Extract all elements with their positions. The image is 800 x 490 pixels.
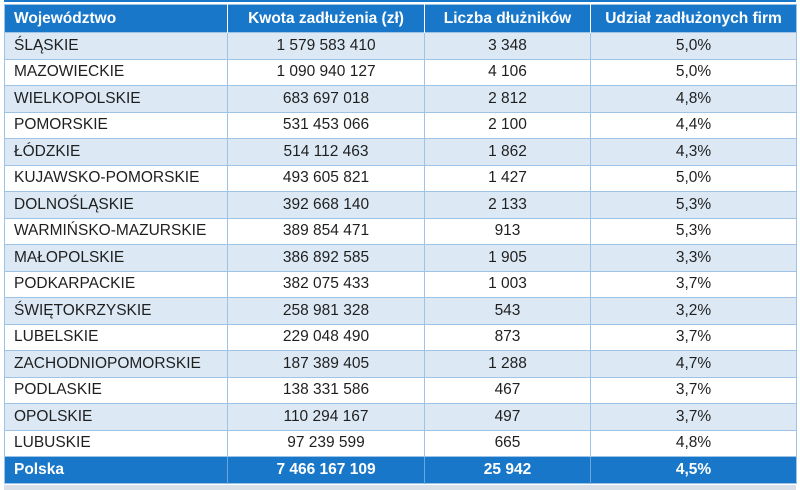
cell-udzial-firm: 4,8%	[590, 429, 797, 457]
total-row: Polska 7 466 167 109 25 942 4,5%	[4, 456, 797, 484]
cell-liczba-dluznikow: 913	[424, 217, 591, 245]
table-row: ZACHODNIOPOMORSKIE 187 389 405 1 288 4,7%	[4, 350, 797, 378]
debt-by-voivodeship-table: Województwo Kwota zadłużenia (zł) Liczba…	[4, 4, 797, 484]
cell-wojewodztwo: WARMIŃSKO-MAZURSKIE	[4, 217, 228, 245]
table-header: Województwo Kwota zadłużenia (zł) Liczba…	[4, 4, 797, 33]
cell-kwota-zadluzenia: 138 331 586	[227, 376, 425, 404]
bottom-shadow	[4, 485, 796, 490]
cell-kwota-zadluzenia: 531 453 066	[227, 111, 425, 139]
cell-wojewodztwo: DOLNOŚLĄSKIE	[4, 191, 228, 219]
cell-kwota-zadluzenia: 493 605 821	[227, 164, 425, 192]
cell-udzial-firm: 5,0%	[590, 58, 797, 86]
table-row: MAZOWIECKIE 1 090 940 127 4 106 5,0%	[4, 58, 797, 86]
cell-wojewodztwo: LUBELSKIE	[4, 323, 228, 351]
cell-liczba-dluznikow: 1 288	[424, 350, 591, 378]
table-row: DOLNOŚLĄSKIE 392 668 140 2 133 5,3%	[4, 191, 797, 219]
cell-wojewodztwo: KUJAWSKO-POMORSKIE	[4, 164, 228, 192]
cell-kwota-zadluzenia: 386 892 585	[227, 244, 425, 272]
cell-udzial-firm: 3,7%	[590, 270, 797, 298]
cell-liczba-dluznikow: 1 427	[424, 164, 591, 192]
cell-liczba-dluznikow: 665	[424, 429, 591, 457]
total-liczba: 25 942	[424, 456, 591, 484]
total-label: Polska	[4, 456, 228, 484]
cell-kwota-zadluzenia: 258 981 328	[227, 297, 425, 325]
cell-udzial-firm: 4,3%	[590, 138, 797, 166]
cell-udzial-firm: 5,0%	[590, 32, 797, 60]
cell-udzial-firm: 5,3%	[590, 191, 797, 219]
cell-kwota-zadluzenia: 97 239 599	[227, 429, 425, 457]
cell-wojewodztwo: OPOLSKIE	[4, 403, 228, 431]
cell-udzial-firm: 4,8%	[590, 85, 797, 113]
col-header-wojewodztwo: Województwo	[4, 4, 228, 33]
cell-liczba-dluznikow: 1 862	[424, 138, 591, 166]
cell-udzial-firm: 5,3%	[590, 217, 797, 245]
cell-wojewodztwo: ZACHODNIOPOMORSKIE	[4, 350, 228, 378]
cell-liczba-dluznikow: 2 812	[424, 85, 591, 113]
table-footer: Polska 7 466 167 109 25 942 4,5%	[4, 456, 797, 484]
table-row: PODLASKIE 138 331 586 467 3,7%	[4, 376, 797, 404]
table-row: LUBELSKIE 229 048 490 873 3,7%	[4, 323, 797, 351]
cell-wojewodztwo: PODLASKIE	[4, 376, 228, 404]
cell-wojewodztwo: ŚLĄSKIE	[4, 32, 228, 60]
cell-kwota-zadluzenia: 229 048 490	[227, 323, 425, 351]
cell-kwota-zadluzenia: 187 389 405	[227, 350, 425, 378]
col-header-kwota-zadluzenia: Kwota zadłużenia (zł)	[227, 4, 425, 33]
cell-liczba-dluznikow: 497	[424, 403, 591, 431]
cell-udzial-firm: 4,4%	[590, 111, 797, 139]
cell-liczba-dluznikow: 467	[424, 376, 591, 404]
cell-wojewodztwo: POMORSKIE	[4, 111, 228, 139]
col-header-liczba-dluznikow: Liczba dłużników	[424, 4, 591, 33]
table-row: WARMIŃSKO-MAZURSKIE 389 854 471 913 5,3%	[4, 217, 797, 245]
cell-liczba-dluznikow: 543	[424, 297, 591, 325]
cell-kwota-zadluzenia: 389 854 471	[227, 217, 425, 245]
cell-udzial-firm: 4,7%	[590, 350, 797, 378]
cell-wojewodztwo: MAZOWIECKIE	[4, 58, 228, 86]
cell-kwota-zadluzenia: 1 090 940 127	[227, 58, 425, 86]
table-row: ŚLĄSKIE 1 579 583 410 3 348 5,0%	[4, 32, 797, 60]
table-row: LUBUSKIE 97 239 599 665 4,8%	[4, 429, 797, 457]
cell-kwota-zadluzenia: 514 112 463	[227, 138, 425, 166]
table-row: ŚWIĘTOKRZYSKIE 258 981 328 543 3,2%	[4, 297, 797, 325]
table-row: ŁÓDZKIE 514 112 463 1 862 4,3%	[4, 138, 797, 166]
cell-udzial-firm: 3,7%	[590, 376, 797, 404]
cell-liczba-dluznikow: 3 348	[424, 32, 591, 60]
cell-wojewodztwo: MAŁOPOLSKIE	[4, 244, 228, 272]
table-row: POMORSKIE 531 453 066 2 100 4,4%	[4, 111, 797, 139]
table-row: KUJAWSKO-POMORSKIE 493 605 821 1 427 5,0%	[4, 164, 797, 192]
col-header-udzial-firm: Udział zadłużonych firm	[590, 4, 797, 33]
cell-kwota-zadluzenia: 1 579 583 410	[227, 32, 425, 60]
cell-wojewodztwo: PODKARPACKIE	[4, 270, 228, 298]
cell-wojewodztwo: ŚWIĘTOKRZYSKIE	[4, 297, 228, 325]
cell-liczba-dluznikow: 1 905	[424, 244, 591, 272]
cell-udzial-firm: 3,7%	[590, 403, 797, 431]
top-border-line	[4, 0, 796, 2]
cell-udzial-firm: 3,3%	[590, 244, 797, 272]
cell-udzial-firm: 5,0%	[590, 164, 797, 192]
total-udzial: 4,5%	[590, 456, 797, 484]
table-row: MAŁOPOLSKIE 386 892 585 1 905 3,3%	[4, 244, 797, 272]
table-row: PODKARPACKIE 382 075 433 1 003 3,7%	[4, 270, 797, 298]
cell-wojewodztwo: ŁÓDZKIE	[4, 138, 228, 166]
cell-udzial-firm: 3,2%	[590, 297, 797, 325]
cell-liczba-dluznikow: 2 100	[424, 111, 591, 139]
header-row: Województwo Kwota zadłużenia (zł) Liczba…	[4, 4, 797, 33]
cell-liczba-dluznikow: 2 133	[424, 191, 591, 219]
cell-wojewodztwo: WIELKOPOLSKIE	[4, 85, 228, 113]
cell-liczba-dluznikow: 873	[424, 323, 591, 351]
table-row: WIELKOPOLSKIE 683 697 018 2 812 4,8%	[4, 85, 797, 113]
cell-kwota-zadluzenia: 110 294 167	[227, 403, 425, 431]
total-kwota: 7 466 167 109	[227, 456, 425, 484]
cell-kwota-zadluzenia: 683 697 018	[227, 85, 425, 113]
cell-wojewodztwo: LUBUSKIE	[4, 429, 228, 457]
cell-kwota-zadluzenia: 392 668 140	[227, 191, 425, 219]
cell-kwota-zadluzenia: 382 075 433	[227, 270, 425, 298]
table-row: OPOLSKIE 110 294 167 497 3,7%	[4, 403, 797, 431]
cell-liczba-dluznikow: 1 003	[424, 270, 591, 298]
cell-liczba-dluznikow: 4 106	[424, 58, 591, 86]
cell-udzial-firm: 3,7%	[590, 323, 797, 351]
table-body: ŚLĄSKIE 1 579 583 410 3 348 5,0% MAZOWIECKIE…	[4, 32, 797, 457]
